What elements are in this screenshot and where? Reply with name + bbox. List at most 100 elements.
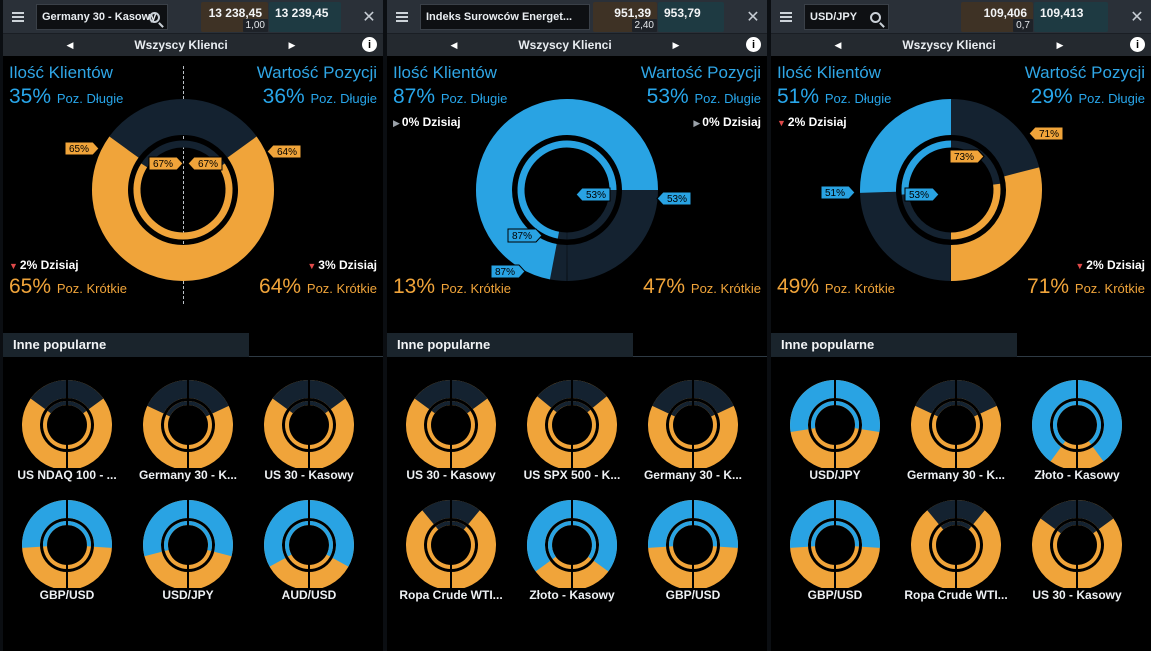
close-icon: ✕ — [1130, 9, 1144, 26]
search-icon — [148, 11, 160, 23]
inner-ring-bg — [517, 140, 617, 240]
value-long-pct: 36% — [262, 85, 305, 108]
value-short: 47% Poz. Krótkie — [643, 275, 761, 299]
instrument-selector[interactable]: USD/JPY — [804, 4, 889, 30]
section-title: Inne popularne — [3, 333, 249, 357]
prev-filter-button[interactable]: ◀ — [59, 37, 81, 53]
popular-instrument-tile[interactable]: GBP/USD — [634, 492, 752, 610]
popular-instrument-tile[interactable]: Złoto - Kasowy — [1018, 372, 1136, 490]
popular-instrument-tile[interactable]: Germany 30 - K... — [897, 372, 1015, 490]
buy-price-button[interactable]: 13 239,45 — [269, 2, 341, 32]
menu-button[interactable] — [387, 0, 417, 34]
sell-price: 951,39 — [614, 6, 651, 20]
menu-button[interactable] — [3, 0, 33, 34]
popular-instrument-tile[interactable]: US SPX 500 - K... — [513, 372, 631, 490]
instrument-name: Germany 30 - Kasowy — [42, 11, 157, 23]
mini-donut — [648, 499, 738, 588]
popular-instrument-tile[interactable]: GBP/USD — [776, 492, 894, 610]
value-title: Wartość Pozycji — [256, 63, 377, 82]
mini-donut — [648, 379, 738, 468]
search-button[interactable] — [864, 4, 886, 30]
menu-icon — [780, 12, 792, 22]
value-today: ▼ 2% Dzisiaj — [1075, 258, 1145, 272]
menu-button[interactable] — [771, 0, 801, 34]
popular-instrument-tile[interactable]: AUD/USD — [250, 492, 368, 610]
mini-donut — [143, 499, 233, 588]
popular-instrument-tile[interactable]: US 30 - Kasowy — [392, 372, 510, 490]
info-icon[interactable]: i — [362, 37, 377, 52]
mini-donut — [143, 379, 233, 468]
value-title: Wartość Pozycji — [640, 63, 761, 82]
callout-text: 53% — [909, 190, 929, 201]
instrument-selector[interactable]: Indeks Surowców Energet... — [420, 4, 590, 30]
tile-label: Złoto - Kasowy — [529, 588, 615, 602]
clients-today-text: 0% Dzisiaj — [401, 115, 461, 129]
close-icon: ✕ — [362, 9, 376, 26]
buy-price-button[interactable]: 109,413 — [1034, 2, 1108, 32]
popular-instrument-tile[interactable]: Germany 30 - K... — [129, 372, 247, 490]
buy-price-button[interactable]: 953,79 — [658, 2, 724, 32]
tile-label: US 30 - Kasowy — [406, 468, 496, 482]
mini-donut — [22, 379, 112, 468]
value-short: 64% Poz. Krótkie — [259, 275, 377, 299]
popular-instrument-tile[interactable]: US NDAQ 100 - ... — [8, 372, 126, 490]
popular-instrument-tile[interactable]: US 30 - Kasowy — [1018, 492, 1136, 610]
search-button[interactable] — [143, 4, 165, 30]
info-icon[interactable]: i — [746, 37, 761, 52]
instrument-name: Indeks Surowców Energet... — [426, 11, 573, 23]
callout-badge: 67% — [148, 156, 184, 171]
callout-text: 73% — [954, 152, 974, 163]
popular-instrument-tile[interactable]: Złoto - Kasowy — [513, 492, 631, 610]
mini-donut — [790, 499, 880, 588]
clients-title: Ilość Klientów — [9, 63, 113, 82]
popular-instrument-tile[interactable]: USD/JPY — [129, 492, 247, 610]
tile-label: US NDAQ 100 - ... — [17, 468, 117, 482]
callout-text: 53% — [586, 190, 606, 201]
section-line — [633, 356, 767, 357]
mini-donut — [1032, 499, 1122, 588]
clients-title: Ilość Klientów — [777, 63, 881, 82]
popular-instrument-tile[interactable]: USD/JPY — [776, 372, 894, 490]
clients-short-pct: 49% — [777, 275, 820, 298]
prev-filter-button[interactable]: ◀ — [827, 37, 849, 53]
callout-badge: 73% — [949, 149, 985, 164]
clients-long-pct: 87% — [393, 85, 436, 108]
popular-instrument-tile[interactable]: US 30 - Kasowy — [250, 372, 368, 490]
client-filter[interactable]: Wszyscy Klienci — [902, 38, 996, 52]
caret-right-icon: ▶ — [288, 39, 296, 50]
clients-long-pct: 35% — [9, 85, 52, 108]
callout-badge: 64% — [266, 144, 302, 159]
next-filter-button[interactable]: ▶ — [281, 37, 303, 53]
filter-bar: ◀ Wszyscy Klienci ▶ i — [3, 34, 383, 56]
tile-label: GBP/USD — [807, 588, 863, 602]
clients-short-pct: 13% — [393, 275, 436, 298]
popular-instrument-tile[interactable]: GBP/USD — [8, 492, 126, 610]
instrument-selector[interactable]: Germany 30 - Kasowy — [36, 4, 168, 30]
prev-filter-button[interactable]: ◀ — [443, 37, 465, 53]
panel-toolbar: Indeks Surowców Energet... 951,39 953,79 … — [387, 0, 767, 34]
popular-instrument-tile[interactable]: Germany 30 - K... — [634, 372, 752, 490]
callout-badge: 53% — [904, 187, 940, 202]
client-filter[interactable]: Wszyscy Klienci — [134, 38, 228, 52]
mini-donut — [527, 499, 617, 588]
close-button[interactable]: ✕ — [739, 0, 767, 34]
sell-price: 13 238,45 — [208, 6, 262, 20]
popular-instrument-tile[interactable]: Ropa Crude WTI... — [897, 492, 1015, 610]
callout-badge: 71% — [1028, 126, 1064, 141]
mini-donut — [790, 379, 880, 468]
long-label: Poz. Długie — [440, 91, 508, 106]
tile-label: GBP/USD — [39, 588, 95, 602]
caret-left-icon: ◀ — [834, 39, 842, 50]
next-filter-button[interactable]: ▶ — [665, 37, 687, 53]
close-button[interactable]: ✕ — [1123, 0, 1151, 34]
popular-instrument-tile[interactable]: Ropa Crude WTI... — [392, 492, 510, 610]
value-today: ▼ 3% Dzisiaj — [307, 258, 377, 272]
next-filter-button[interactable]: ▶ — [1049, 37, 1071, 53]
client-filter[interactable]: Wszyscy Klienci — [518, 38, 612, 52]
buy-price: 13 239,45 — [275, 6, 329, 20]
close-button[interactable]: ✕ — [355, 0, 383, 34]
tile-label: Germany 30 - K... — [643, 468, 743, 482]
short-label: Poz. Krótkie — [690, 281, 761, 296]
info-icon[interactable]: i — [1130, 37, 1145, 52]
mini-donut — [264, 379, 354, 468]
